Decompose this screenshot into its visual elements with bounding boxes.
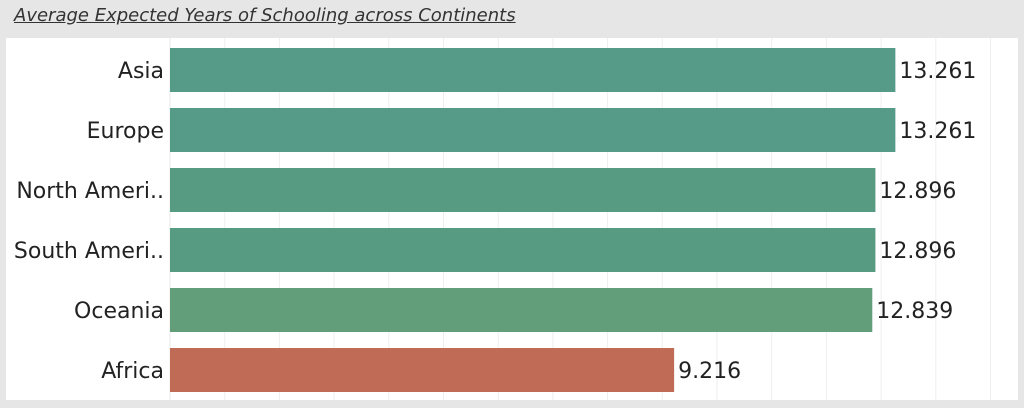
category-label: Africa bbox=[101, 359, 164, 384]
value-label: 12.896 bbox=[879, 239, 956, 264]
bar-5[interactable] bbox=[170, 348, 675, 392]
category-label: Oceania bbox=[74, 299, 164, 324]
bar-2[interactable] bbox=[170, 168, 876, 212]
bar-3[interactable] bbox=[170, 228, 876, 272]
chart-panel: Asia Europe North Ameri.. South Ameri.. Ocea… bbox=[6, 38, 1018, 400]
bar-1[interactable] bbox=[170, 108, 896, 152]
bar-chart: Asia Europe North Ameri.. South Ameri.. Ocea… bbox=[14, 38, 991, 400]
category-label: South Ameri.. bbox=[14, 239, 164, 264]
bar-4[interactable] bbox=[170, 288, 873, 332]
category-label: North Ameri.. bbox=[16, 179, 164, 204]
value-labels: 13.261 13.261 12.896 12.896 12.839 9.216 bbox=[678, 59, 976, 384]
category-labels: Asia Europe North Ameri.. South Ameri.. Ocea… bbox=[14, 59, 164, 384]
value-label: 9.216 bbox=[678, 359, 741, 384]
gridlines bbox=[169, 38, 991, 400]
value-label: 12.896 bbox=[879, 179, 956, 204]
value-label: 13.261 bbox=[899, 119, 976, 144]
chart-title: Average Expected Years of Schooling acro… bbox=[14, 5, 516, 26]
category-label: Asia bbox=[118, 59, 164, 84]
bar-0[interactable] bbox=[170, 48, 896, 92]
value-label: 12.839 bbox=[876, 299, 953, 324]
bars bbox=[170, 48, 896, 392]
value-label: 13.261 bbox=[899, 59, 976, 84]
category-label: Europe bbox=[87, 119, 164, 144]
